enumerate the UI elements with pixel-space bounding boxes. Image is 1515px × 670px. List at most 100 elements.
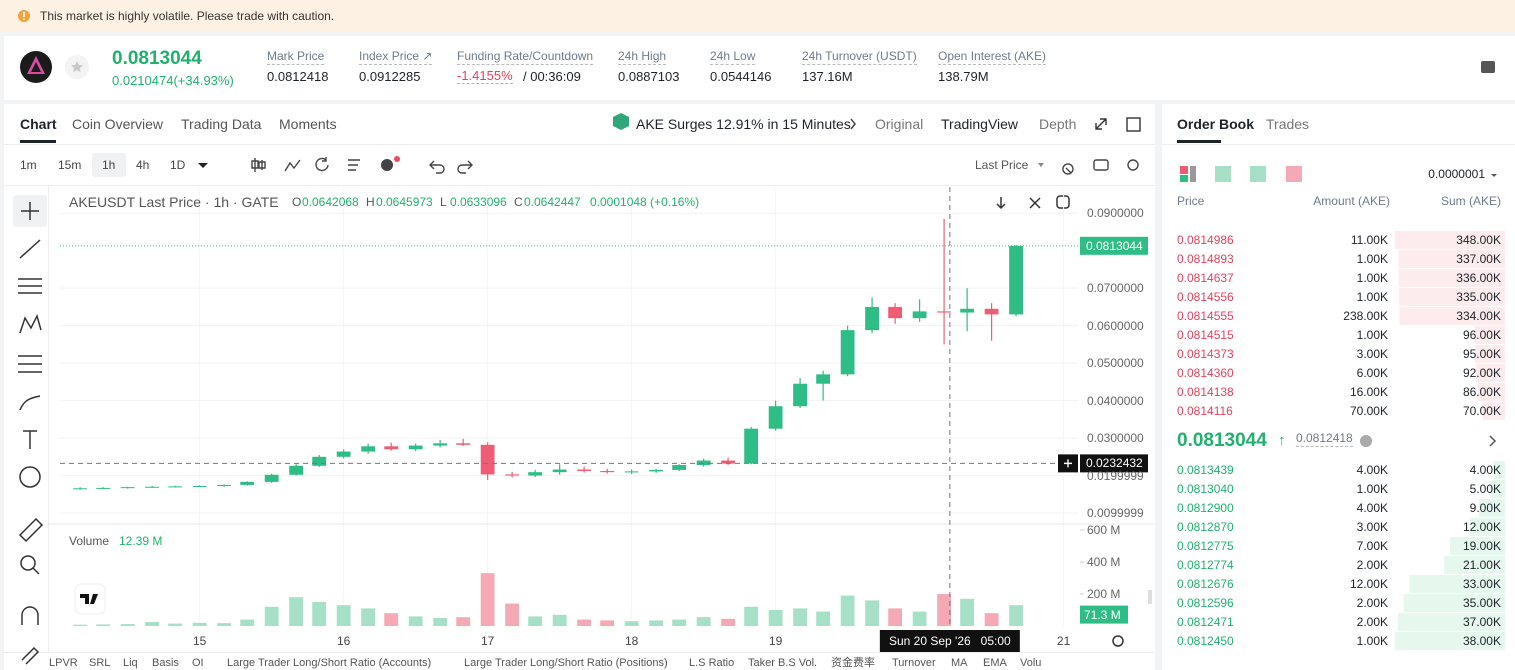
book-amount: 12.00K [1349,577,1388,591]
indicator-tab[interactable]: Basis [152,657,179,669]
y-tick-label: 0.0600000 [1087,318,1144,333]
dropdown-arrow[interactable] [1491,174,1497,177]
x-tick-label: 15 [192,634,207,648]
book-price[interactable]: 0.0814138 [1177,385,1234,399]
volume-bar [456,617,471,626]
layout-icon[interactable] [1180,166,1188,174]
column-header: Price [1177,194,1205,208]
book-price[interactable]: 0.0812900 [1177,501,1234,515]
indicator-tab[interactable]: OI [192,657,204,669]
candle-body [408,445,423,450]
indicator-button[interactable] [381,159,393,171]
book-price[interactable]: 0.0814556 [1177,290,1234,304]
book-price[interactable]: 0.0814986 [1177,233,1234,247]
price-change: 0.0210474(+34.93%) [112,73,234,88]
view-option[interactable]: Original [875,116,924,132]
indicator-tab[interactable]: Large Trader Long/Short Ratio (Accounts) [227,657,432,669]
book-amount: 3.00K [1356,347,1388,361]
volume-bar [960,598,975,626]
book-price[interactable]: 0.0814515 [1177,328,1234,342]
view-option[interactable]: Depth [1039,116,1077,132]
ohlc-value: 0.0645973 [376,195,433,209]
book-price[interactable]: 0.0812676 [1177,577,1234,591]
depth-bar [1490,480,1505,498]
book-price[interactable]: 0.0812775 [1177,539,1234,553]
book-price[interactable]: 0.0814373 [1177,347,1234,361]
indicator-tab[interactable]: SRL [89,657,111,669]
layout-icon[interactable] [1180,175,1188,182]
chart-tab[interactable]: Moments [279,116,337,132]
interval-button[interactable]: 4h [136,158,150,172]
book-price[interactable]: 0.0813040 [1177,482,1234,496]
indicator-tab[interactable]: Taker B.S Vol. [748,657,818,669]
chart-tab[interactable]: Trading Data [181,116,262,132]
tradingview-logo[interactable] [74,583,106,615]
chart-panel [4,104,1155,670]
depth-bar [1403,594,1505,612]
book-price[interactable]: 0.0812596 [1177,596,1234,610]
book-amount: 7.00K [1356,539,1388,553]
candle-body [672,465,687,470]
price-source[interactable]: Last Price [975,158,1029,172]
interval-button[interactable]: 1m [20,158,37,172]
book-tab[interactable]: Order Book [1177,116,1255,132]
book-amount: 4.00K [1356,463,1388,477]
interval-button[interactable]: 1D [170,158,186,172]
news-headline[interactable]: AKE Surges 12.91% in 15 Minutes [636,116,851,132]
volume-bar [937,594,952,626]
candle-body [816,374,831,384]
dropdown-arrow[interactable] [198,163,208,168]
layout-icon[interactable] [1215,166,1231,182]
popout-button[interactable] [1126,117,1141,132]
book-price[interactable]: 0.0814893 [1177,252,1234,266]
book-price[interactable]: 0.0812471 [1177,615,1234,629]
candle-body [312,456,327,466]
volume-bar [433,618,448,626]
candle-body [168,486,183,488]
column-header: Amount (AKE) [1313,194,1390,208]
indicator-tab[interactable]: Liq [123,657,138,669]
book-price[interactable]: 0.0814116 [1177,404,1233,418]
stat-value: 0.0887103 [618,69,680,84]
indicator-tab[interactable]: 资金费率 [831,657,875,669]
crosshair-date: Sun 20 Sep '26 05:00 [888,634,1011,648]
book-price[interactable]: 0.0813439 [1177,463,1234,477]
depth-bar [1475,364,1505,382]
book-price[interactable]: 0.0812870 [1177,520,1234,534]
book-price[interactable]: 0.0814555 [1177,309,1234,323]
interval-button[interactable]: 15m [58,158,82,172]
layout-icon[interactable] [1286,166,1302,182]
indicator-tab[interactable]: Turnover [892,657,936,669]
indicator-tab[interactable]: Large Trader Long/Short Ratio (Positions… [464,657,668,669]
indicator-tab[interactable]: Volu [1020,657,1042,669]
precision-select[interactable]: 0.0000001 [1428,167,1485,181]
indicator-tab[interactable]: LPVR [49,657,78,669]
interval-button[interactable]: 1h [102,158,116,172]
layout-icon[interactable] [1190,166,1196,182]
indicator-tab[interactable]: EMA [983,657,1007,669]
book-price[interactable]: 0.0812774 [1177,558,1234,572]
layout-icon[interactable] [1250,166,1266,182]
volume-bar [984,613,999,626]
book-price[interactable]: 0.0812450 [1177,634,1234,648]
book-icon[interactable] [1481,61,1495,73]
candle-body [145,486,160,488]
indicator-tab[interactable]: L.S Ratio [689,657,735,669]
chevron[interactable] [1489,435,1497,447]
candle-body [840,330,855,375]
book-tab[interactable]: Trades [1266,116,1310,132]
indicator-tab[interactable]: MA [951,657,968,669]
chart-tab[interactable]: Coin Overview [72,116,164,132]
fullscreen-button[interactable] [1095,118,1107,130]
book-price[interactable]: 0.0814360 [1177,366,1234,380]
chart-tab[interactable]: Chart [20,116,57,132]
news-icon [613,113,629,130]
view-option[interactable]: TradingView [941,116,1019,132]
book-price[interactable]: 0.0814637 [1177,271,1234,285]
drawing-tools[interactable] [18,195,1124,665]
warning-icon [23,18,25,21]
candle-body [264,474,279,482]
book-amount: 2.00K [1356,558,1388,572]
stat-value: 137.16M [802,69,853,84]
dropdown-arrow[interactable] [1038,163,1044,167]
